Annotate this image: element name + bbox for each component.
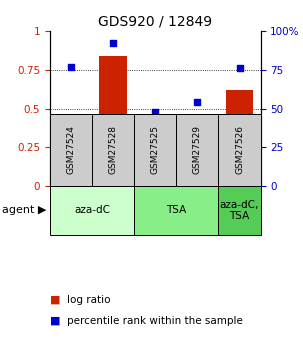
- Point: [195, 100, 200, 105]
- Bar: [142, 180, 169, 186]
- Title: GDS920 / 12849: GDS920 / 12849: [98, 14, 212, 29]
- Text: ■: ■: [50, 295, 61, 305]
- Text: TSA: TSA: [166, 205, 186, 215]
- FancyBboxPatch shape: [134, 114, 176, 186]
- FancyBboxPatch shape: [218, 114, 261, 186]
- Text: agent ▶: agent ▶: [2, 205, 47, 215]
- Point: [68, 64, 74, 69]
- Text: GSM27524: GSM27524: [67, 126, 75, 174]
- Bar: [226, 90, 253, 186]
- FancyBboxPatch shape: [50, 114, 92, 186]
- Text: GSM27525: GSM27525: [151, 126, 160, 175]
- FancyBboxPatch shape: [134, 186, 218, 235]
- Text: aza-dC: aza-dC: [74, 205, 110, 215]
- Text: aza-dC,
TSA: aza-dC, TSA: [220, 199, 259, 221]
- Bar: [184, 174, 211, 186]
- Bar: [99, 56, 127, 186]
- Text: GSM27528: GSM27528: [109, 126, 118, 175]
- Point: [237, 66, 242, 71]
- Text: GSM27526: GSM27526: [235, 126, 244, 175]
- Bar: [57, 132, 85, 186]
- Point: [111, 41, 116, 46]
- FancyBboxPatch shape: [218, 186, 261, 235]
- FancyBboxPatch shape: [92, 114, 134, 186]
- Point: [153, 109, 158, 115]
- Text: percentile rank within the sample: percentile rank within the sample: [67, 316, 242, 326]
- Text: GSM27529: GSM27529: [193, 126, 202, 175]
- FancyBboxPatch shape: [176, 114, 218, 186]
- Text: ■: ■: [50, 316, 61, 326]
- Text: log ratio: log ratio: [67, 295, 110, 305]
- FancyBboxPatch shape: [50, 186, 134, 235]
